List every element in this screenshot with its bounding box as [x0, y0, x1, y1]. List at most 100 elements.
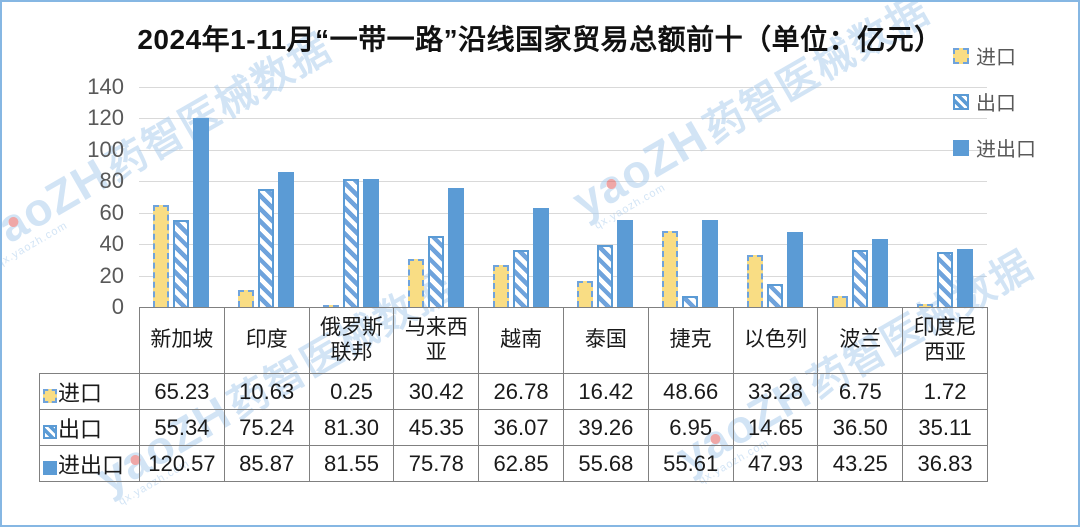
total-swatch-icon [953, 139, 969, 156]
legend-item-export: 出口 [953, 87, 1036, 116]
value-cell: 65.23 [139, 373, 225, 410]
value-cell: 0.25 [308, 373, 395, 410]
export-swatch-icon [43, 424, 57, 439]
value-cell: 36.50 [817, 409, 904, 446]
gridline [139, 87, 987, 88]
series-label-cell: 进出口 [39, 445, 140, 482]
chart-bar [427, 235, 444, 307]
chart-bar [153, 204, 170, 307]
category-header: 波兰 [817, 307, 904, 374]
total-swatch-icon [43, 460, 57, 475]
legend-item-total: 进出口 [953, 133, 1036, 162]
value-cell: 55.34 [139, 409, 225, 446]
chart-bar [323, 305, 339, 307]
export-swatch-icon [953, 93, 969, 110]
series-label-cell: 出口 [39, 409, 140, 446]
value-cell: 62.85 [478, 445, 564, 482]
value-cell: 35.11 [902, 409, 988, 446]
value-cell: 36.07 [478, 409, 564, 446]
value-cell: 6.95 [647, 409, 734, 446]
value-cell: 10.63 [223, 373, 310, 410]
value-cell: 33.28 [732, 373, 819, 410]
value-cell: 75.24 [223, 409, 310, 446]
chart-bar [702, 219, 719, 307]
chart-bar [617, 219, 634, 307]
y-axis-label: 140 [87, 74, 124, 99]
chart-bar [662, 230, 679, 307]
y-axis-label: 120 [87, 105, 124, 131]
value-cell: 14.65 [732, 409, 819, 446]
category-header: 泰国 [562, 307, 649, 374]
chart-bar [278, 172, 295, 307]
legend-label: 进口 [976, 47, 1016, 69]
series-label-cell: 进口 [39, 373, 140, 410]
value-cell: 1.72 [902, 373, 988, 410]
chart-bar [682, 296, 699, 307]
chart-bar [747, 254, 763, 307]
table-row: 出口 55.34 75.24 81.30 45.35 36.07 39.26 6.95 14.6… [39, 409, 988, 446]
chart-bar [871, 239, 888, 307]
value-cell: 48.66 [647, 373, 734, 410]
chart-bar [407, 259, 424, 307]
chart-bar [258, 188, 275, 307]
category-header: 俄罗斯联邦 [308, 307, 395, 374]
y-axis: 0 20 40 60 80 100 120 140 [2, 2, 132, 525]
gridline [139, 212, 987, 214]
legend-label: 进出口 [976, 139, 1036, 161]
legend-label: 出口 [976, 93, 1016, 115]
category-header: 越南 [478, 307, 564, 374]
y-axis-label: 80 [99, 168, 124, 194]
value-cell: 45.35 [393, 409, 480, 446]
table-row: 进口 65.23 10.63 0.25 30.42 26.78 16.42 48.66 33.2… [39, 373, 988, 410]
value-cell: 39.26 [562, 409, 649, 446]
chart-bar [787, 231, 803, 307]
value-cell: 6.75 [817, 373, 904, 410]
category-header: 印度尼西亚 [902, 307, 988, 374]
value-cell: 55.61 [647, 445, 734, 482]
chart-bar [831, 296, 848, 307]
gridlines [139, 87, 987, 307]
chart-bar [363, 178, 379, 307]
y-axis-label: 0 [111, 294, 124, 319]
gridline [139, 275, 987, 277]
chart-bar [447, 187, 464, 307]
chart-bar [173, 220, 190, 307]
value-cell: 43.25 [817, 445, 904, 482]
legend: 进口 出口 进出口 [953, 41, 1036, 162]
value-cell: 36.83 [902, 445, 988, 482]
value-cell: 120.57 [139, 445, 225, 482]
chart-bar [916, 304, 933, 307]
gridline [139, 181, 987, 183]
chart-bar [492, 264, 509, 307]
gridline [139, 118, 987, 120]
chart-bar [577, 281, 594, 307]
value-cell: 85.87 [223, 445, 310, 482]
y-axis-label: 100 [87, 136, 124, 162]
value-cell: 30.42 [393, 373, 480, 410]
chart-bar [767, 283, 783, 307]
data-table: 新加坡 印度 俄罗斯联邦 马来西亚 越南 泰国 捷克 以色列 波兰 印度尼西亚 进口 65.23 10.… [39, 307, 988, 482]
chart-bar [936, 251, 953, 307]
import-swatch-icon [43, 388, 57, 403]
chart-title: 2024年1-11月“一带一路”沿线国家贸易总额前十（单位：亿元） [137, 24, 943, 55]
table-row: 进出口 120.57 85.87 81.55 75.78 62.85 55.68 55.61 4… [39, 445, 988, 482]
value-cell: 55.68 [562, 445, 649, 482]
chart-bar [851, 249, 868, 307]
value-cell: 47.93 [732, 445, 819, 482]
chart-bar [193, 117, 210, 307]
value-cell: 75.78 [393, 445, 480, 482]
bars-layer [139, 87, 987, 307]
gridline [139, 149, 987, 151]
y-axis-label: 60 [99, 199, 124, 225]
gridline [139, 244, 987, 246]
value-cell: 81.55 [308, 445, 395, 482]
chart-bar [512, 250, 529, 307]
y-axis-label: 40 [99, 231, 124, 257]
chart-bar [597, 245, 614, 307]
value-cell: 16.42 [562, 373, 649, 410]
category-header: 印度 [223, 307, 310, 374]
category-header: 捷克 [647, 307, 734, 374]
category-header: 新加坡 [139, 307, 225, 374]
chart-bar [956, 249, 973, 307]
